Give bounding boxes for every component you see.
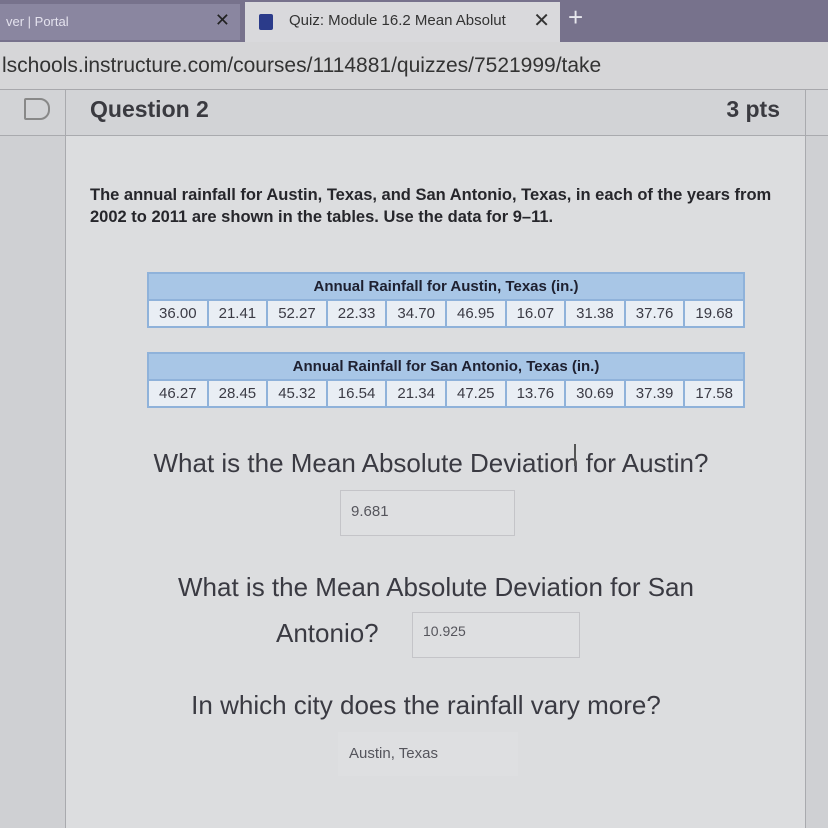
answer-3-input[interactable]: Austin, Texas	[338, 732, 518, 776]
tab-label: Quiz: Module 16.2 Mean Absolut	[289, 12, 506, 29]
question-points: 3 pts	[726, 96, 780, 122]
rainfall-cell: 22.33	[325, 299, 388, 328]
new-tab-plus-icon[interactable]: +	[568, 2, 584, 32]
answer-1-input[interactable]: 9.681	[340, 490, 515, 536]
url-text: lschools.instructure.com/courses/1114881…	[2, 54, 602, 77]
rainfall-cell: 47.25	[444, 379, 507, 408]
rainfall-cell: 45.32	[266, 379, 328, 408]
rainfall-cell: 30.69	[564, 379, 626, 408]
close-icon[interactable]: ✕	[533, 10, 550, 32]
question-title: Question 2	[90, 96, 209, 122]
san-antonio-rainfall-table: Annual Rainfall for San Antonio, Texas (…	[147, 352, 745, 408]
rainfall-cell: 21.34	[385, 379, 447, 408]
question-body	[66, 136, 805, 828]
tab-quiz[interactable]: Quiz: Module 16.2 Mean Absolut ✕	[245, 2, 560, 42]
rainfall-cell: 46.27	[147, 379, 209, 408]
rainfall-cell: 19.68	[683, 299, 745, 328]
divider	[805, 90, 806, 828]
rainfall-cell: 37.76	[623, 299, 686, 328]
address-bar[interactable]: lschools.instructure.com/courses/1114881…	[0, 42, 828, 90]
rainfall-cell: 13.76	[504, 379, 567, 408]
table-title: Annual Rainfall for Austin, Texas (in.)	[147, 272, 745, 301]
question-3-text: In which city does the rainfall vary mor…	[191, 690, 661, 720]
question-header	[0, 90, 828, 136]
rainfall-cell: 37.39	[623, 379, 686, 408]
divider	[65, 90, 66, 828]
rainfall-cell: 28.45	[206, 379, 269, 408]
rainfall-cell: 16.07	[504, 299, 567, 328]
table-title: Annual Rainfall for San Antonio, Texas (…	[147, 352, 745, 381]
rainfall-cell: 52.27	[266, 299, 328, 328]
rainfall-cell: 36.00	[147, 299, 209, 328]
rainfall-cell: 34.70	[385, 299, 447, 328]
flag-question-icon[interactable]	[24, 98, 50, 120]
rainfall-cell: 21.41	[206, 299, 269, 328]
rainfall-cell: 17.58	[683, 379, 745, 408]
rainfall-cell: 46.95	[444, 299, 507, 328]
text-cursor-icon	[574, 444, 576, 466]
answer-2-input[interactable]: 10.925	[412, 612, 580, 658]
canvas-favicon-icon	[259, 14, 273, 30]
austin-rainfall-table: Annual Rainfall for Austin, Texas (in.) …	[147, 272, 745, 328]
tab-portal[interactable]: ver | Portal ✕	[0, 4, 240, 40]
question-2-text-cont: Antonio?	[276, 618, 379, 648]
question-intro: The annual rainfall for Austin, Texas, a…	[90, 186, 772, 226]
tab-bar: ver | Portal ✕ Quiz: Module 16.2 Mean Abs…	[0, 0, 828, 42]
question-2-text: What is the Mean Absolute Deviation for …	[178, 572, 694, 602]
tab-label: ver | Portal	[6, 14, 69, 29]
question-1-text: What is the Mean Absolute Deviation for …	[153, 448, 709, 478]
close-icon[interactable]: ✕	[214, 10, 230, 30]
rainfall-cell: 16.54	[325, 379, 388, 408]
rainfall-cell: 31.38	[564, 299, 626, 328]
